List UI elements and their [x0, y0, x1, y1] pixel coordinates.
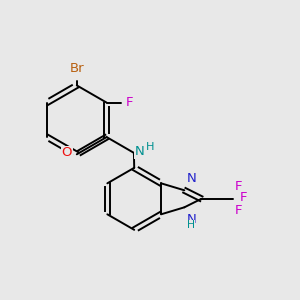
Text: F: F [234, 204, 242, 217]
Text: H: H [146, 142, 154, 152]
Text: N: N [187, 212, 196, 226]
Text: O: O [62, 146, 72, 159]
Text: F: F [240, 191, 247, 205]
Text: H: H [187, 220, 195, 230]
Text: Br: Br [70, 62, 84, 75]
Text: N: N [187, 172, 196, 185]
Text: N: N [134, 145, 144, 158]
Text: F: F [125, 96, 133, 109]
Text: F: F [234, 180, 242, 193]
